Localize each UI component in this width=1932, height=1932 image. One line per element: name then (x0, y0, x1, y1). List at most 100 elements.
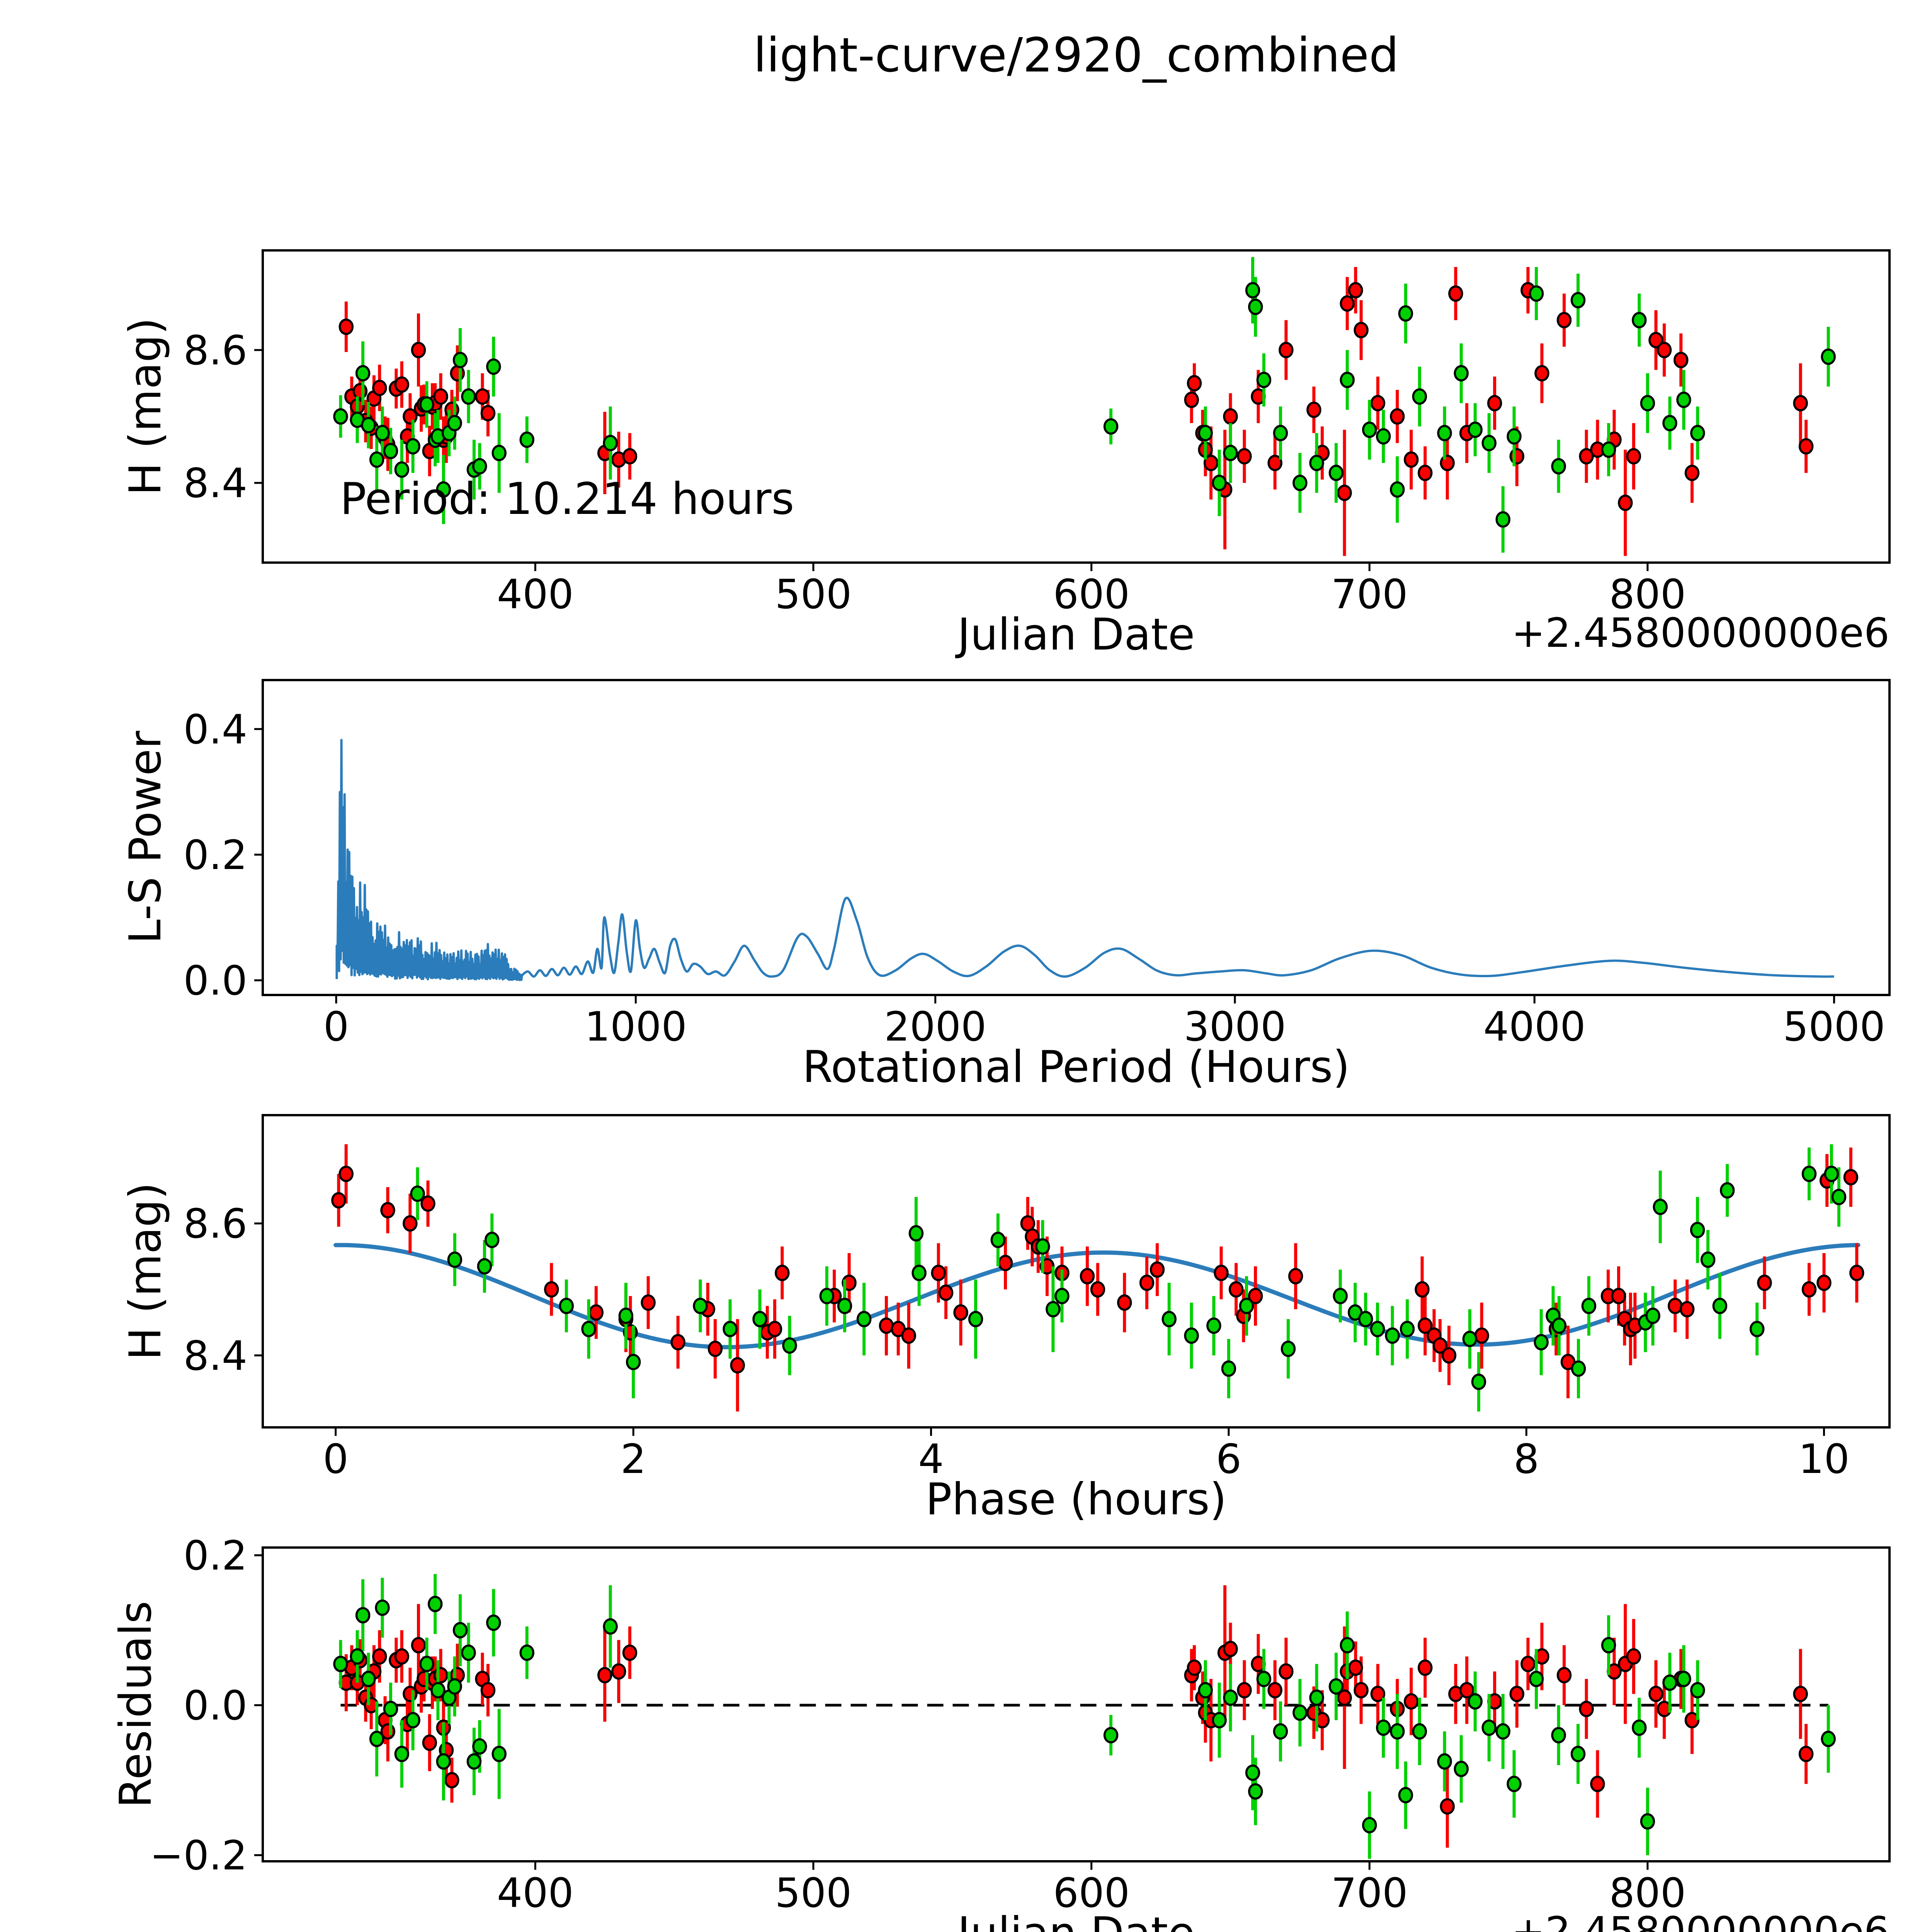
data-point (355, 1607, 371, 1624)
data-point (1495, 1723, 1510, 1740)
data-point (1648, 332, 1663, 349)
data-point (375, 1599, 390, 1616)
data-point (730, 1357, 745, 1374)
x-tick-label: 2 (621, 1435, 646, 1483)
data-point (1757, 1274, 1772, 1291)
data-point (1793, 1685, 1808, 1702)
panel2-xlabel: Rotational Period (Hours) (803, 1041, 1350, 1092)
panel4-axis-offset: +2.4580000000e6 (1512, 1908, 1889, 1932)
data-point (1256, 371, 1272, 388)
data-point (1337, 485, 1352, 501)
data-point (1306, 401, 1321, 418)
data-point (1507, 1776, 1522, 1793)
data-point (1581, 1298, 1597, 1314)
data-point (1248, 1783, 1263, 1800)
x-axis-ticks: 400 500 600 700 800 (497, 563, 1686, 618)
data-point (1459, 1682, 1475, 1699)
data-point (1417, 1317, 1433, 1334)
data-point (461, 388, 476, 405)
data-point (1571, 1360, 1586, 1377)
data-point (1448, 285, 1463, 302)
data-point (1831, 1189, 1847, 1206)
data-point (403, 1215, 418, 1232)
data-point (444, 401, 459, 418)
y-tick-label: 8.4 (184, 1332, 247, 1379)
data-point (1534, 365, 1549, 382)
data-point (1221, 1360, 1236, 1377)
panel-phase-folded: 0 2 4 6 8 10 8.4 8.6 (184, 1114, 1891, 1483)
data-point (1239, 1298, 1254, 1314)
x-tick-label: 2000 (884, 1003, 986, 1050)
data-point (1653, 1199, 1668, 1215)
data-point (1340, 295, 1355, 312)
data-point (1437, 425, 1452, 442)
data-point (486, 1614, 501, 1631)
y-axis-ticks: 8.4 8.6 (184, 327, 263, 507)
data-point (1679, 1301, 1695, 1318)
y-tick-label: 0.0 (184, 1682, 247, 1729)
data-point (752, 1311, 767, 1328)
data-point (1348, 282, 1363, 299)
data-point (1437, 1753, 1452, 1770)
data-point (394, 461, 410, 478)
data-point (1214, 1265, 1229, 1281)
red-markers (338, 1637, 1814, 1815)
data-point (1551, 1727, 1566, 1743)
data-point (1212, 474, 1227, 491)
data-point (1354, 322, 1369, 338)
data-point (1162, 1311, 1177, 1328)
data-point (1281, 1340, 1296, 1357)
data-point (1256, 1670, 1272, 1687)
data-point (641, 1294, 656, 1311)
data-point (1509, 448, 1524, 465)
data-point (938, 1284, 954, 1301)
data-point (1187, 1659, 1202, 1676)
data-point (626, 1354, 641, 1371)
data-point (1412, 1723, 1427, 1740)
data-point (1640, 1813, 1655, 1830)
data-point (1690, 1682, 1705, 1699)
data-point (1507, 428, 1522, 445)
panel-residuals: 400 500 600 700 800 −0.2 0.0 0.2 (150, 1532, 1891, 1917)
data-point (427, 1595, 443, 1612)
panel2-ylabel: L-S Power (120, 731, 171, 944)
figure-title: light-curve/2920_combined (753, 28, 1399, 83)
data-point (1054, 1287, 1070, 1304)
data-point (1534, 1334, 1549, 1350)
data-point (433, 388, 448, 405)
data-point (1080, 1268, 1095, 1285)
data-point (480, 1682, 496, 1699)
data-point (1821, 1731, 1836, 1747)
panel-jd-lightcurve: 400 500 600 700 800 8.4 8.6 (184, 249, 1891, 618)
panel-periodogram: 0 1000 2000 3000 4000 5000 0.0 0.2 0.4 (184, 679, 1891, 1050)
data-point (1684, 464, 1700, 481)
x-tick-label: 700 (1331, 1869, 1408, 1917)
data-point (1529, 1670, 1544, 1687)
data-point (1198, 425, 1213, 442)
data-point (1237, 448, 1252, 465)
data-point (1103, 418, 1119, 435)
data-point (1223, 1641, 1238, 1657)
data-point (707, 1340, 723, 1357)
panel1-ylabel: H (mag) (120, 318, 171, 495)
data-point (352, 383, 368, 400)
period-annotation: Period: 10.214 hours (340, 473, 794, 524)
data-point (1273, 425, 1288, 442)
x-axis-ticks: 0 1000 2000 3000 4000 5000 (323, 995, 1885, 1050)
x-tick-label: 6 (1216, 1435, 1242, 1483)
data-point (492, 445, 507, 461)
data-point (472, 1738, 487, 1755)
data-point (1529, 285, 1544, 302)
data-point (475, 388, 490, 405)
data-point (544, 1281, 559, 1298)
data-point (1362, 1817, 1377, 1833)
data-point (419, 1656, 434, 1672)
data-point (1454, 365, 1469, 382)
data-point (1237, 1682, 1252, 1699)
axes-spines (262, 679, 1891, 996)
data-point (1611, 1287, 1626, 1304)
data-point (1370, 1685, 1386, 1702)
data-point (990, 1231, 1006, 1248)
